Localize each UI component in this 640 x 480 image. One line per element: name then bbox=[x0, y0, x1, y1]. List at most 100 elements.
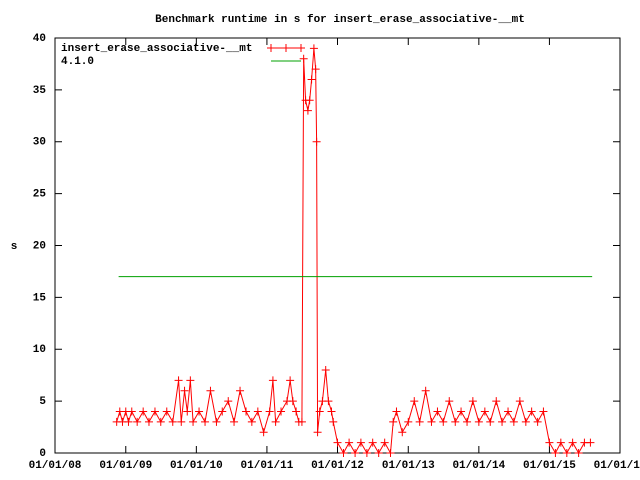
point-marker bbox=[201, 417, 210, 426]
y-tick-label: 30 bbox=[33, 137, 46, 149]
point-marker bbox=[415, 417, 424, 426]
point-marker bbox=[445, 397, 454, 406]
point-marker bbox=[329, 417, 338, 426]
y-tick-label: 15 bbox=[33, 292, 47, 304]
x-tick-label: 01/01/15 bbox=[523, 460, 576, 472]
y-axis-label: s bbox=[11, 241, 18, 253]
point-marker bbox=[242, 407, 251, 416]
point-marker bbox=[183, 407, 192, 416]
point-marker bbox=[206, 386, 215, 395]
point-marker bbox=[574, 449, 583, 457]
point-marker bbox=[127, 407, 136, 416]
point-marker bbox=[339, 449, 348, 457]
y-tick-label: 5 bbox=[39, 396, 46, 408]
point-marker bbox=[305, 96, 314, 105]
point-marker bbox=[480, 407, 489, 416]
point-marker bbox=[421, 386, 430, 395]
x-tick-label: 01/01/14 bbox=[452, 460, 505, 472]
x-tick-label: 01/01/11 bbox=[241, 460, 294, 472]
point-marker bbox=[356, 438, 365, 447]
point-marker bbox=[374, 449, 383, 457]
point-marker bbox=[124, 417, 133, 426]
point-marker bbox=[286, 376, 295, 385]
point-marker bbox=[315, 407, 324, 416]
point-marker bbox=[139, 407, 148, 416]
point-marker bbox=[521, 417, 530, 426]
point-marker bbox=[236, 386, 245, 395]
point-marker bbox=[498, 417, 507, 426]
point-marker bbox=[451, 417, 460, 426]
x-tick-label: 01/01/16 bbox=[594, 460, 640, 472]
point-marker bbox=[288, 397, 297, 406]
point-marker bbox=[311, 65, 320, 74]
point-marker bbox=[168, 417, 177, 426]
point-marker bbox=[309, 44, 318, 53]
point-marker bbox=[586, 438, 595, 447]
point-marker bbox=[492, 397, 501, 406]
point-marker bbox=[504, 407, 513, 416]
point-marker bbox=[515, 397, 524, 406]
point-marker bbox=[297, 417, 306, 426]
point-marker bbox=[380, 438, 389, 447]
point-marker bbox=[545, 438, 554, 447]
point-marker bbox=[312, 137, 321, 146]
point-marker bbox=[551, 449, 560, 457]
point-marker bbox=[174, 376, 183, 385]
point-marker bbox=[156, 417, 165, 426]
point-marker bbox=[468, 397, 477, 406]
point-marker bbox=[345, 438, 354, 447]
point-marker bbox=[271, 417, 280, 426]
point-marker bbox=[218, 407, 227, 416]
point-marker bbox=[474, 417, 483, 426]
point-marker bbox=[556, 438, 565, 447]
point-marker bbox=[368, 438, 377, 447]
point-marker bbox=[150, 407, 159, 416]
y-tick-label: 40 bbox=[33, 33, 46, 45]
point-marker bbox=[457, 407, 466, 416]
point-marker bbox=[189, 417, 198, 426]
point-marker bbox=[265, 407, 274, 416]
point-marker bbox=[351, 449, 360, 457]
point-marker bbox=[259, 428, 268, 437]
point-marker bbox=[463, 417, 472, 426]
point-marker bbox=[527, 407, 536, 416]
x-tick-label: 01/01/13 bbox=[382, 460, 435, 472]
point-marker bbox=[398, 428, 407, 437]
point-marker bbox=[303, 106, 312, 115]
point-marker bbox=[212, 417, 221, 426]
point-marker bbox=[180, 386, 189, 395]
point-marker bbox=[162, 407, 171, 416]
x-tick-label: 01/01/12 bbox=[311, 460, 364, 472]
x-tick-label: 01/01/10 bbox=[170, 460, 223, 472]
y-tick-label: 10 bbox=[33, 344, 46, 356]
x-tick-label: 01/01/08 bbox=[29, 460, 82, 472]
point-marker bbox=[186, 376, 195, 385]
y-tick-label: 0 bbox=[39, 448, 46, 460]
legend-marker bbox=[267, 44, 305, 52]
chart-title: Benchmark runtime in s for insert_erase_… bbox=[155, 14, 525, 26]
point-marker bbox=[509, 417, 518, 426]
point-marker bbox=[327, 407, 336, 416]
point-marker bbox=[321, 366, 330, 374]
point-marker bbox=[133, 417, 142, 426]
legend-label: insert_erase_associative-__mt bbox=[61, 43, 252, 55]
point-marker bbox=[224, 397, 233, 406]
y-tick-label: 25 bbox=[33, 189, 47, 201]
point-marker bbox=[230, 417, 239, 426]
point-marker bbox=[539, 407, 548, 416]
point-marker bbox=[313, 428, 322, 437]
legend-label: 4.1.0 bbox=[61, 56, 94, 68]
point-marker bbox=[562, 449, 571, 457]
point-marker bbox=[486, 417, 495, 426]
point-marker bbox=[427, 417, 436, 426]
point-marker bbox=[404, 417, 413, 426]
point-marker bbox=[177, 417, 186, 426]
y-tick-label: 20 bbox=[33, 240, 46, 252]
point-marker bbox=[433, 407, 442, 416]
point-marker bbox=[299, 54, 308, 63]
point-marker bbox=[568, 438, 577, 447]
point-marker bbox=[247, 417, 256, 426]
point-marker bbox=[410, 397, 419, 406]
point-marker bbox=[324, 397, 333, 406]
